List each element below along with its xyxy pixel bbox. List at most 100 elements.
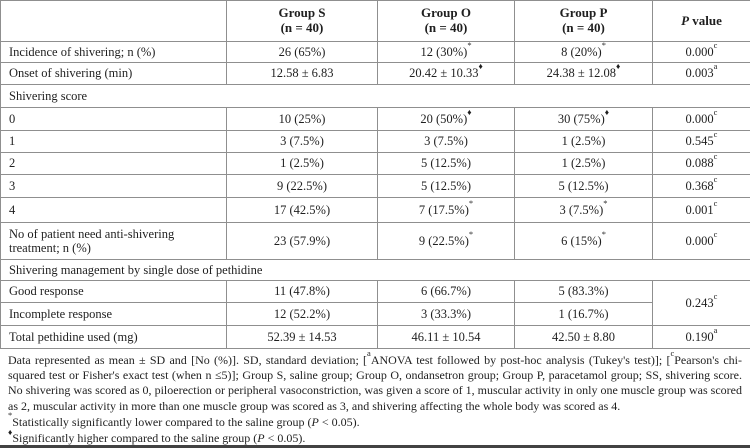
cell-text: 26 (65%) (278, 44, 326, 59)
data-cell: 1 (2.5%) (514, 152, 653, 175)
cell-text: 1 (2.5%) (280, 156, 324, 171)
table-body: Incidence of shivering; n (%) 26 (65%) 12 … (0, 41, 750, 349)
cell-text: 0.190 (685, 329, 714, 344)
cell-text: 5 (12.5%) (421, 156, 471, 171)
cell-superscript: * (601, 228, 606, 239)
data-cell: 3 (33.3%) (377, 302, 515, 326)
cell-text: 7 (17.5%) (418, 202, 469, 217)
footnote-legend: Data represented as mean ± SD and [No (%… (8, 349, 743, 414)
cell-superscript: c (713, 152, 718, 162)
cell-text: 30 (75%) (557, 111, 605, 126)
header-row: Group S (n = 40) Group O (n = 40) Group … (0, 0, 750, 42)
row-label: 2 (0, 152, 227, 175)
footnote-higher: ♦Significantly higher compared to the sa… (8, 427, 742, 446)
cell-text: 0.368 (685, 178, 714, 193)
data-cell: 1 (2.5%) (226, 152, 378, 175)
table-row: No of patient need anti-shivering treatm… (0, 222, 750, 260)
cell-superscript: * (468, 228, 474, 239)
cell-text: 23 (57.9%) (273, 233, 331, 248)
data-cell: 8 (20%)* (514, 41, 653, 63)
row-label: Good response (0, 280, 227, 303)
footnote-marker: c (670, 348, 675, 359)
footnote-text: Significantly higher compared to the sal… (12, 431, 258, 446)
data-cell: 42.50 ± 8.80 (514, 325, 653, 349)
cell-superscript: ♦ (616, 62, 621, 72)
corner-header-cell (0, 0, 227, 42)
table-row: 3 9 (22.5%) 5 (12.5%) 5 (12.5%) 0.368c (0, 174, 750, 198)
group-n: (n = 40) (424, 20, 468, 35)
data-cell: 17 (42.5%) (226, 197, 378, 223)
cell-text: 0.243 (685, 295, 714, 310)
group-name: Group O (421, 5, 471, 21)
data-cell: 3 (7.5%) (226, 130, 378, 153)
cell-superscript: ♦ (467, 107, 472, 117)
cell-text: 8 (20%) (561, 44, 602, 59)
row-label: 4 (0, 197, 227, 223)
cell-text: 10 (25%) (278, 111, 326, 126)
data-cell: 23 (57.9%) (226, 222, 378, 260)
italic-text: P (311, 414, 319, 429)
cell-text: 17 (42.5%) (273, 202, 331, 217)
p-value-cell: 0.000c (652, 41, 750, 63)
cell-text: 5 (83.3%) (558, 284, 609, 299)
footnote-text: Pearson's chi-squared test or Fisher's e… (8, 353, 743, 413)
cell-text: 0.088 (685, 156, 714, 171)
p-symbol: P (681, 12, 690, 28)
data-cell: 26 (65%) (226, 41, 378, 63)
cell-text: 24.38 ± 12.08 (546, 66, 617, 81)
data-cell: 3 (7.5%)* (514, 197, 653, 223)
cell-text: 46.11 ± 10.54 (411, 329, 481, 344)
p-value-cell: 0.088c (652, 152, 750, 175)
row-label: No of patient need anti-shivering treatm… (0, 222, 227, 260)
data-cell: 9 (22.5%) (226, 174, 378, 198)
cell-text: 0.003 (685, 66, 714, 81)
table-row: Onset of shivering (min) 12.58 ± 6.83 20.4… (0, 62, 750, 85)
footnote-marker: ♦ (8, 426, 13, 437)
group-name: Group S (278, 5, 326, 21)
table-row: 4 17 (42.5%) 7 (17.5%)* 3 (7.5%)* 0.001c (0, 197, 750, 223)
table-row: 1 3 (7.5%) 3 (7.5%) 1 (2.5%) 0.545c (0, 130, 750, 153)
group-n: (n = 40) (562, 20, 605, 35)
cell-superscript: c (713, 290, 718, 301)
row-label: Incomplete response (0, 302, 227, 326)
data-cell: 3 (7.5%) (377, 130, 515, 153)
cell-superscript: * (468, 197, 474, 208)
row-label: Incidence of shivering; n (%) (0, 41, 227, 63)
column-header-p-value: P value (652, 0, 750, 42)
footnote-marker: * (8, 410, 13, 421)
data-cell: 11 (47.8%) (226, 280, 378, 303)
cell-text: 0.001 (685, 202, 714, 217)
p-value-cell: 0.000c (652, 222, 750, 260)
cell-text: 9 (22.5%) (418, 233, 469, 248)
cell-superscript: c (713, 228, 718, 239)
cell-text: 5 (12.5%) (421, 178, 471, 193)
cell-text: 0.000 (685, 111, 714, 126)
data-cell: 12 (30%)* (377, 41, 515, 63)
footnote-text: < 0.05). (318, 414, 360, 429)
table-row: Incidence of shivering; n (%) 26 (65%) 12 … (0, 41, 750, 63)
italic-text: P (257, 431, 265, 446)
row-label: Total pethidine used (mg) (0, 325, 227, 349)
shivering-results-table: Group S (n = 40) Group O (n = 40) Group … (0, 0, 750, 349)
cell-text: 12.58 ± 6.83 (270, 66, 334, 81)
cell-superscript: c (713, 174, 718, 184)
footnote-text: ANOVA test followed by post-hoc analysis… (370, 353, 671, 367)
data-cell: 6 (66.7%) (377, 280, 515, 303)
data-cell: 12 (52.2%) (226, 302, 378, 326)
table-row: Incomplete response 12 (52.2%) 3 (33.3%) 1 … (0, 302, 750, 326)
table-row: 0 10 (25%) 20 (50%)♦ 30 (75%)♦ 0.000c (0, 107, 750, 131)
cell-superscript: c (713, 197, 718, 208)
cell-text: 12 (52.2%) (273, 306, 331, 321)
p-value-cell: 0.368c (652, 174, 750, 198)
cell-superscript: * (467, 41, 472, 50)
footnote-text: Statistically significantly lower compar… (12, 414, 312, 429)
data-cell: 10 (25%) (226, 107, 378, 131)
data-cell: 1 (2.5%) (514, 130, 653, 153)
table-row: 2 1 (2.5%) 5 (12.5%) 1 (2.5%) 0.088c (0, 152, 750, 175)
cell-text: 12 (30%) (420, 44, 468, 59)
cell-text: 9 (22.5%) (277, 178, 327, 193)
cell-text: 42.50 ± 8.80 (551, 329, 616, 344)
cell-text: 6 (66.7%) (421, 284, 471, 299)
cell-text: 3 (7.5%) (280, 134, 324, 149)
cell-text: 1 (16.7%) (558, 306, 609, 321)
